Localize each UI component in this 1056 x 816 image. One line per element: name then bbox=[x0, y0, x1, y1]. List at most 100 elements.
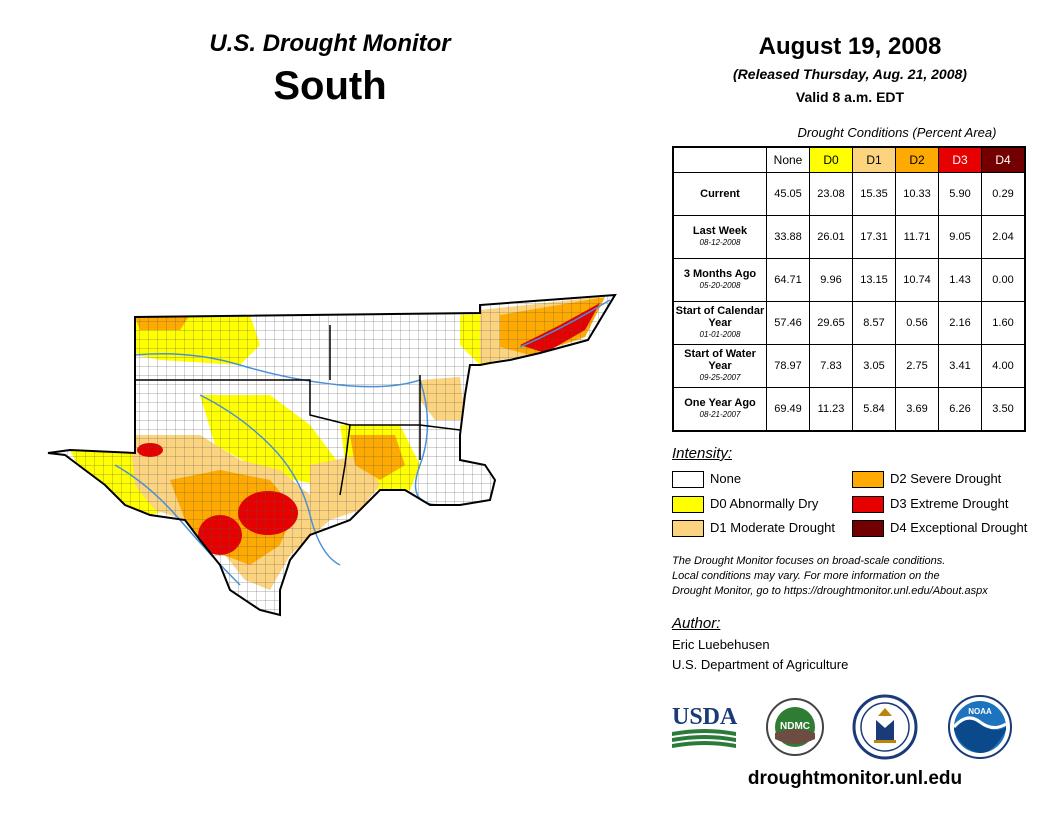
legend-item-d1: D1 Moderate Drought bbox=[672, 520, 836, 538]
noaa-logo[interactable]: NOAA bbox=[947, 694, 1013, 760]
legend-item-d2: D2 Severe Drought bbox=[852, 471, 1002, 489]
col-header-d0: D0 bbox=[809, 146, 853, 173]
table-cell: 1.60 bbox=[981, 301, 1026, 345]
table-cell: 9.05 bbox=[938, 215, 982, 259]
website-link[interactable]: droughtmonitor.unl.edu bbox=[747, 768, 963, 789]
table-cell: 11.71 bbox=[895, 215, 939, 259]
valid-time: Valid 8 a.m. EDT bbox=[795, 89, 905, 105]
legend-label: None bbox=[710, 471, 742, 486]
table-cell: 0.29 bbox=[981, 172, 1026, 216]
row-label-text: Current bbox=[700, 188, 740, 200]
noaa-logo-text: NOAA bbox=[968, 707, 992, 716]
table-cell: 29.65 bbox=[809, 301, 853, 345]
table-cell: 10.74 bbox=[895, 258, 939, 302]
table-cell: 2.75 bbox=[895, 344, 939, 388]
table-cell: 45.05 bbox=[766, 172, 810, 216]
row-label-text: One Year Ago bbox=[684, 397, 756, 409]
drought-map bbox=[47, 294, 616, 616]
table-row: 3 Months Ago 05-20-2008 64.71 9.96 13.15 10.7… bbox=[672, 258, 1026, 302]
table-cell: 23.08 bbox=[809, 172, 853, 216]
table-cell: 78.97 bbox=[766, 344, 810, 388]
legend-swatch bbox=[672, 496, 704, 514]
note-line: The Drought Monitor focuses on broad-sca… bbox=[672, 555, 946, 567]
table-cell: 4.00 bbox=[981, 344, 1026, 388]
table-cell: 2.04 bbox=[981, 215, 1026, 259]
release-date: (Released Thursday, Aug. 21, 2008) bbox=[733, 66, 967, 82]
row-label: Start of Water Year 09-25-2007 bbox=[672, 344, 767, 388]
table-cell: 7.83 bbox=[809, 344, 853, 388]
row-label-text: Start of Water Year bbox=[684, 348, 756, 372]
col-header-d4: D4 bbox=[981, 146, 1026, 173]
row-label-text: Last Week bbox=[692, 225, 748, 237]
table-cell: 11.23 bbox=[809, 387, 853, 432]
table-cell: 3.69 bbox=[895, 387, 939, 432]
legend-label: D1 Moderate Drought bbox=[710, 520, 836, 535]
table-cell: 3.41 bbox=[938, 344, 982, 388]
author-name: Eric Luebehusen bbox=[672, 637, 770, 652]
ndmc-logo-text: NDMC bbox=[780, 721, 810, 732]
row-label-text: Start of Calendar Year bbox=[675, 305, 765, 329]
table-cell: 5.84 bbox=[852, 387, 896, 432]
legend-label: D4 Exceptional Drought bbox=[890, 520, 1028, 535]
table-cell: 17.31 bbox=[852, 215, 896, 259]
table-cell: 6.26 bbox=[938, 387, 982, 432]
table-row: Start of Calendar Year 01-01-2008 57.46 29.… bbox=[672, 301, 1026, 345]
legend-label: D2 Severe Drought bbox=[890, 471, 1002, 486]
map-title: U.S. Drought Monitor bbox=[209, 30, 451, 57]
row-label: Last Week 08-12-2008 bbox=[672, 215, 767, 259]
row-label-text: 3 Months Ago bbox=[683, 268, 757, 280]
row-date: 05-20-2008 bbox=[699, 281, 741, 290]
table-cell: 2.16 bbox=[938, 301, 982, 345]
table-cell: 33.88 bbox=[766, 215, 810, 259]
legend-item-d0: D0 Abnormally Dry bbox=[672, 496, 818, 514]
row-label: Current bbox=[672, 172, 767, 216]
col-header-d3: D3 bbox=[938, 146, 982, 173]
table-cell: 26.01 bbox=[809, 215, 853, 259]
table-cell: 1.43 bbox=[938, 258, 982, 302]
table-cell: 13.15 bbox=[852, 258, 896, 302]
table-caption: Drought Conditions (Percent Area) bbox=[797, 125, 997, 140]
usda-logo[interactable]: USDA bbox=[670, 700, 740, 750]
col-header-none: None bbox=[766, 146, 810, 173]
row-date: 01-01-2008 bbox=[699, 330, 741, 339]
legend-swatch bbox=[852, 520, 884, 538]
drought-conditions-table: None D0 D1 D2 D3 D4 Current 45.05 23.08 15.… bbox=[672, 146, 1026, 432]
table-cell: 10.33 bbox=[895, 172, 939, 216]
table-cell: 9.96 bbox=[809, 258, 853, 302]
table-row: Start of Water Year 09-25-2007 78.97 7.83 3.… bbox=[672, 344, 1026, 388]
row-label: 3 Months Ago 05-20-2008 bbox=[672, 258, 767, 302]
table-row: Last Week 08-12-2008 33.88 26.01 17.31 11.71 9… bbox=[672, 215, 1026, 259]
legend-item-d4: D4 Exceptional Drought bbox=[852, 520, 1028, 538]
author-org: U.S. Department of Agriculture bbox=[672, 657, 849, 672]
legend-swatch bbox=[672, 520, 704, 538]
table-cell: 5.90 bbox=[938, 172, 982, 216]
table-row: One Year Ago 08-21-2007 69.49 11.23 5.84 3.69… bbox=[672, 387, 1026, 432]
row-label: Start of Calendar Year 01-01-2008 bbox=[672, 301, 767, 345]
row-label: One Year Ago 08-21-2007 bbox=[672, 387, 767, 432]
col-header-d2: D2 bbox=[895, 146, 939, 173]
table-cell: 8.57 bbox=[852, 301, 896, 345]
table-cell: 57.46 bbox=[766, 301, 810, 345]
legend-swatch bbox=[852, 496, 884, 514]
table-cell: 0.00 bbox=[981, 258, 1026, 302]
legend-swatch bbox=[852, 471, 884, 489]
row-date: 08-12-2008 bbox=[699, 238, 741, 247]
table-cell: 15.35 bbox=[852, 172, 896, 216]
legend-item-d3: D3 Extreme Drought bbox=[852, 496, 1009, 514]
author-heading: Author: bbox=[672, 615, 721, 632]
legend-item-none: None bbox=[672, 471, 742, 489]
row-date: 09-25-2007 bbox=[699, 373, 741, 382]
col-header-d1: D1 bbox=[852, 146, 896, 173]
table-cell: 0.56 bbox=[895, 301, 939, 345]
map-date: August 19, 2008 bbox=[758, 33, 942, 60]
ndmc-logo[interactable]: NDMC bbox=[762, 697, 828, 757]
legend-title: Intensity: bbox=[672, 445, 733, 462]
commerce-seal[interactable] bbox=[852, 694, 918, 760]
table-cell: 64.71 bbox=[766, 258, 810, 302]
table-cell: 3.05 bbox=[852, 344, 896, 388]
legend-label: D3 Extreme Drought bbox=[890, 496, 1009, 511]
usda-logo-text: USDA bbox=[672, 704, 738, 730]
note-link-line[interactable]: Drought Monitor, go to https://droughtmo… bbox=[672, 585, 988, 597]
table-header-row: None D0 D1 D2 D3 D4 bbox=[673, 146, 1026, 173]
table-cell: 69.49 bbox=[766, 387, 810, 432]
